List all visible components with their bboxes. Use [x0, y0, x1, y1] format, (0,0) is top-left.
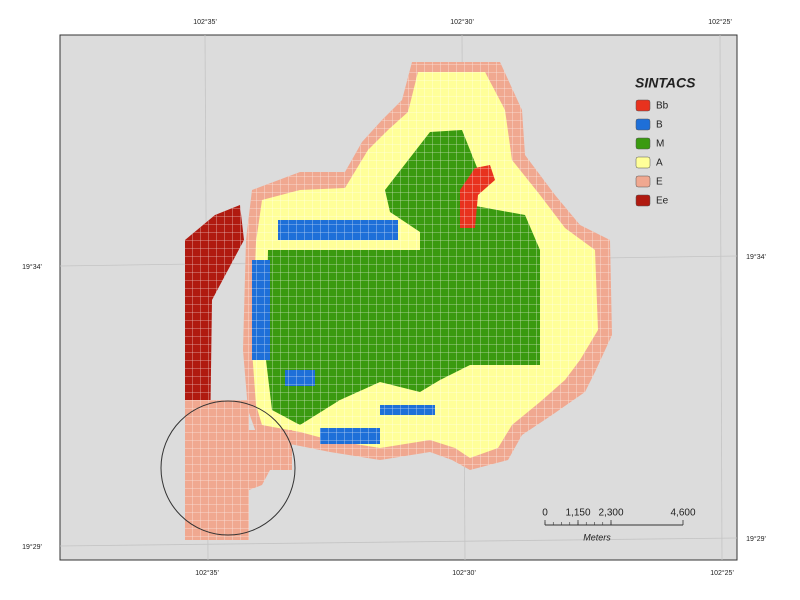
scale-unit: Meters — [583, 532, 611, 542]
coord-label-bottom: 102°25' — [710, 569, 734, 577]
coord-label-bottom: 102°30' — [452, 569, 476, 577]
scale-label: 4,600 — [670, 508, 695, 519]
legend-label: Bb — [656, 101, 669, 112]
legend-label: Ee — [656, 196, 669, 207]
legend-label: E — [656, 177, 663, 188]
coord-label-bottom: 102°35' — [195, 569, 219, 577]
scale-label: 2,300 — [598, 508, 623, 519]
coord-label-top: 102°35' — [193, 18, 217, 26]
coordinate-labels: 102°35' 102°30' 102°25' 102°35' 102°30' 102°2… — [22, 18, 766, 577]
legend-swatch — [635, 156, 651, 169]
legend-swatch — [635, 118, 651, 131]
coord-label-right: 19°29' — [746, 535, 766, 543]
scale-label: 1,150 — [565, 508, 590, 519]
coord-label-left: 19°34' — [22, 263, 42, 271]
legend-label: A — [656, 158, 663, 169]
legend-label: B — [656, 120, 663, 131]
legend-swatch — [635, 175, 651, 188]
legend-swatch — [635, 99, 651, 112]
legend-label: M — [656, 139, 664, 150]
legend-swatch — [635, 137, 651, 150]
legend-swatch — [635, 194, 651, 207]
coord-label-left: 19°29' — [22, 543, 42, 551]
scale-bar: 0 1,150 2,300 4,600 Meters — [542, 508, 696, 543]
study-circle — [160, 400, 296, 536]
coord-label-right: 19°34' — [746, 253, 766, 261]
coord-label-top: 102°25' — [708, 18, 732, 26]
coord-label-top: 102°30' — [450, 18, 474, 26]
scale-label: 0 — [542, 508, 548, 519]
legend-title: SINTACS — [635, 75, 696, 91]
